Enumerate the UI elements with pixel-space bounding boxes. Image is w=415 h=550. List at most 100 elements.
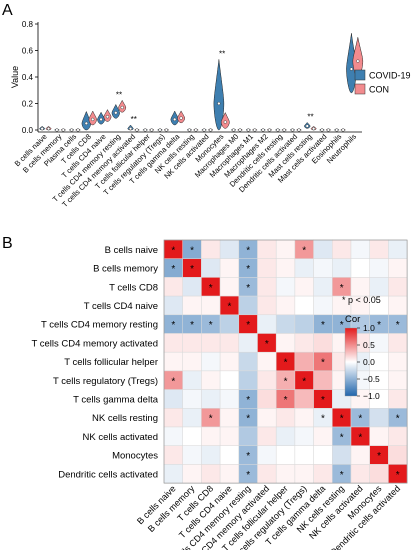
row-label-dendritic-cells-activated: Dendritic cells activated bbox=[58, 469, 158, 480]
heatmap-cell bbox=[388, 277, 408, 297]
heatmap-cell bbox=[294, 333, 314, 353]
significance-star: * bbox=[340, 414, 344, 425]
significance-star: * bbox=[321, 320, 325, 331]
legend-swatch-covid-19 bbox=[354, 69, 366, 81]
heatmap-cell bbox=[163, 408, 183, 428]
heatmap-cell bbox=[388, 426, 408, 446]
violin-con-nk-cells-resting-median bbox=[194, 128, 198, 132]
y-axis-title: Value bbox=[10, 66, 20, 88]
violin-covid-t-cells-cd8-median bbox=[84, 121, 88, 125]
heatmap-cell bbox=[294, 351, 314, 372]
heatmap-cell bbox=[350, 445, 370, 465]
heatmap-cell bbox=[275, 445, 296, 465]
y-tick-label: 0.6 bbox=[22, 47, 34, 56]
violin-covid-neutrophils-median bbox=[349, 67, 354, 71]
heatmap-cell bbox=[294, 408, 314, 428]
significance-star: * bbox=[171, 320, 175, 331]
heatmap-cell bbox=[332, 258, 352, 278]
violin-con-plasma-cells-median bbox=[76, 128, 80, 132]
violin-con-b-cells-memory-median bbox=[61, 128, 65, 132]
heatmap-cell bbox=[201, 239, 221, 259]
heatmap-cell bbox=[369, 258, 389, 278]
significance-star: * bbox=[358, 432, 362, 443]
heatmap-cell bbox=[219, 370, 240, 390]
violin-con-b-cells-naive-median bbox=[46, 127, 51, 131]
heatmap-cell bbox=[275, 426, 296, 446]
row-label-t-cells-cd8: T cells CD8 bbox=[109, 282, 158, 293]
violin-covid-monocytes-median bbox=[217, 101, 221, 106]
significance-star: * bbox=[190, 245, 194, 256]
y-tick-label: 0.8 bbox=[22, 20, 34, 29]
violin-con-mast-cells-activated-median bbox=[326, 128, 330, 132]
violin-covid-macrophages-m0-median bbox=[232, 128, 236, 132]
heatmap-cell bbox=[313, 370, 333, 390]
heatmap-cell bbox=[201, 464, 221, 484]
heatmap-cell bbox=[238, 333, 258, 353]
violin-covid-t-cells-cd4-memory-activated-median bbox=[128, 127, 133, 131]
significance-star: * bbox=[321, 414, 325, 425]
heatmap-cell bbox=[275, 258, 296, 278]
violin-con-macrophages-m2-median bbox=[267, 128, 272, 132]
heatmap-cell bbox=[388, 295, 408, 316]
heatmap-cell bbox=[332, 445, 352, 465]
violin-covid-mast-cells-resting-median bbox=[305, 124, 309, 128]
heatmap-cell bbox=[238, 351, 258, 372]
violin-covid-nk-cells-activated-median bbox=[202, 128, 206, 132]
heatmap-cell bbox=[275, 408, 296, 428]
heatmap-cell bbox=[257, 295, 277, 316]
violin-covid-t-cells-follicular-helper-median bbox=[143, 128, 147, 132]
violin-covid-dendritic-cells-activated-median bbox=[290, 128, 295, 132]
heatmap-cell bbox=[219, 408, 240, 428]
heatmap-cell bbox=[332, 239, 352, 259]
violin-covid-nk-cells-resting-median bbox=[187, 128, 192, 132]
heatmap-cell bbox=[388, 239, 408, 259]
violin-con-t-cells-follicular-helper-median bbox=[150, 128, 154, 132]
significance-star: * bbox=[227, 301, 231, 312]
significance-mark: ** bbox=[219, 49, 225, 58]
heatmap-cell bbox=[219, 314, 240, 334]
heatmap-cell bbox=[313, 295, 333, 316]
heatmap-cell bbox=[388, 333, 408, 353]
legend-swatch-con bbox=[354, 83, 366, 95]
heatmap-cell bbox=[163, 333, 183, 353]
violin-covid-macrophages-m1-median bbox=[246, 128, 250, 132]
heatmap-cell bbox=[313, 464, 333, 484]
row-label-b-cells-naive: B cells naive bbox=[105, 245, 158, 256]
heatmap-cell bbox=[369, 464, 389, 484]
significance-mark: ** bbox=[116, 90, 122, 99]
significance-star: * bbox=[284, 395, 288, 406]
heatmap-cell bbox=[257, 426, 277, 446]
heatmap-cell bbox=[201, 445, 221, 465]
violin-con-t-cells-cd4-memory-resting-median bbox=[120, 105, 124, 110]
violin-covid-eosinophils-median bbox=[335, 128, 339, 132]
violin-con-macrophages-m0-median bbox=[238, 128, 242, 132]
row-label-nk-cells-resting: NK cells resting bbox=[92, 413, 158, 424]
significance-star: * bbox=[396, 470, 400, 481]
significance-star: * bbox=[190, 320, 194, 331]
heatmap-cell bbox=[257, 351, 277, 372]
heatmap-cell bbox=[275, 295, 296, 316]
significance-star: * bbox=[246, 414, 250, 425]
heatmap-cell bbox=[182, 389, 202, 409]
heatmap-cell bbox=[238, 370, 258, 390]
heatmap-cell bbox=[369, 426, 389, 446]
significance-star: * bbox=[321, 395, 325, 406]
row-label-t-cells-cd4-memory-activated: T cells CD4 memory activated bbox=[31, 338, 158, 349]
heatmap-cell bbox=[294, 295, 314, 316]
row-label-nk-cells-activated: NK cells activated bbox=[82, 432, 158, 443]
legend-tick-label: 0.0 bbox=[363, 357, 375, 367]
violin-con-dendritic-cells-activated-median bbox=[297, 128, 301, 132]
panel-a-label: A bbox=[2, 2, 13, 19]
significance-star: * bbox=[190, 264, 194, 275]
heatmap-cell bbox=[275, 277, 296, 297]
heatmap-cell bbox=[294, 445, 314, 465]
violin-con-eosinophils-median bbox=[341, 128, 345, 132]
violin-covid-plasma-cells-median bbox=[70, 128, 74, 132]
y-tick-label: 0.4 bbox=[22, 73, 34, 82]
heatmap-cell bbox=[163, 445, 183, 465]
heatmap-cell bbox=[369, 239, 389, 259]
heatmap-cell bbox=[201, 389, 221, 409]
heatmap-cell bbox=[238, 295, 258, 316]
heatmap-cell bbox=[257, 314, 277, 334]
